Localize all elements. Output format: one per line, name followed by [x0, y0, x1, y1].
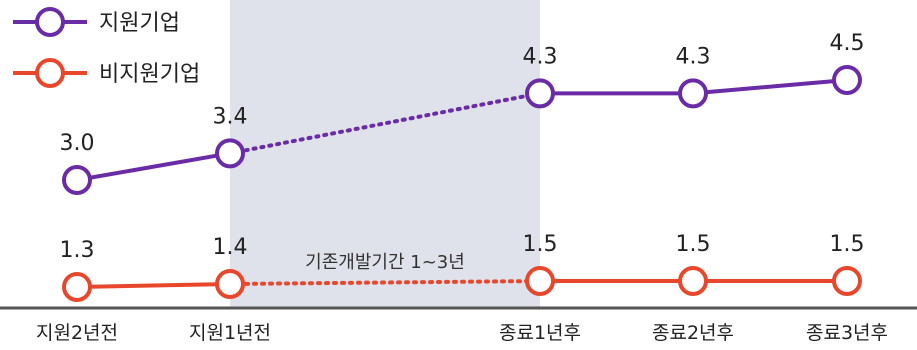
data-label: 1.5 — [830, 232, 865, 257]
x-tick-label: 종료3년후 — [806, 322, 888, 344]
data-label: 1.4 — [213, 235, 248, 260]
data-point-marker — [832, 266, 862, 296]
data-point-marker — [215, 138, 245, 169]
data-label: 1.5 — [523, 232, 558, 257]
legend-marker — [35, 7, 65, 37]
x-tick-label: 종료2년후 — [652, 322, 734, 344]
shaded-period — [230, 0, 540, 308]
x-tick-label: 지원2년전 — [36, 322, 118, 344]
series-line-segment — [76, 151, 231, 182]
series-dotted-segment — [228, 91, 542, 156]
data-point-marker — [832, 65, 862, 95]
legend-marker — [35, 58, 65, 88]
data-point-marker — [525, 266, 555, 296]
data-point-marker — [62, 165, 92, 195]
data-point-marker — [525, 78, 555, 109]
data-point-marker — [215, 269, 245, 299]
series-dotted-segment — [228, 279, 542, 286]
legend-label: 비지원기업 — [99, 62, 200, 87]
legend-label: 지원기업 — [99, 11, 180, 36]
data-label: 4.3 — [676, 44, 711, 69]
data-label: 1.3 — [60, 238, 95, 263]
data-point-marker — [62, 272, 92, 302]
x-tick-label: 종료1년후 — [499, 322, 581, 344]
data-label: 3.4 — [213, 104, 248, 129]
series-line-segment — [76, 282, 231, 289]
data-label: 3.0 — [60, 131, 95, 156]
data-point-marker — [678, 78, 708, 109]
x-tick-label: 지원1년전 — [189, 322, 271, 344]
series-line-segment — [692, 78, 848, 96]
data-label: 1.5 — [676, 232, 711, 257]
data-label: 4.5 — [830, 31, 865, 56]
data-label: 4.3 — [523, 44, 558, 69]
data-point-marker — [678, 266, 708, 296]
period-annotation: 기존개발기간 1~3년 — [305, 252, 465, 273]
